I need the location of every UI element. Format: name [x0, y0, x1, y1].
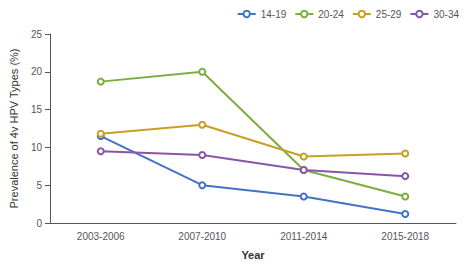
svg-text:2011-2014: 2011-2014 — [280, 231, 328, 242]
svg-text:30-34: 30-34 — [433, 9, 459, 20]
svg-text:Prevalence of 4v HPV Types (%): Prevalence of 4v HPV Types (%) — [8, 49, 20, 209]
svg-text:2015-2018: 2015-2018 — [381, 231, 429, 242]
svg-text:25-29: 25-29 — [376, 9, 402, 20]
svg-text:25: 25 — [31, 29, 43, 40]
svg-text:10: 10 — [31, 142, 43, 153]
svg-text:20: 20 — [31, 66, 43, 77]
svg-text:2007-2010: 2007-2010 — [178, 231, 226, 242]
svg-text:2003-2006: 2003-2006 — [77, 231, 125, 242]
svg-text:5: 5 — [36, 180, 42, 191]
svg-text:Year: Year — [241, 249, 265, 261]
svg-text:20-24: 20-24 — [318, 9, 344, 20]
svg-text:14-19: 14-19 — [261, 9, 287, 20]
svg-text:0: 0 — [36, 218, 42, 229]
svg-text:15: 15 — [31, 104, 43, 115]
